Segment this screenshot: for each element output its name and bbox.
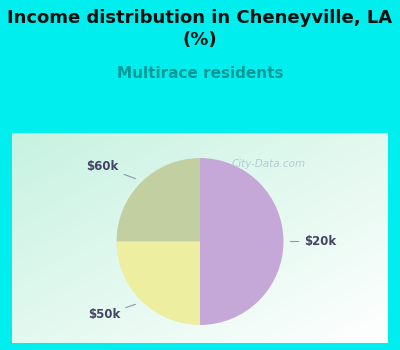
Wedge shape: [116, 241, 200, 325]
Text: $20k: $20k: [290, 235, 336, 248]
Text: Multirace residents: Multirace residents: [117, 66, 283, 82]
Text: $50k: $50k: [88, 304, 135, 321]
Text: $60k: $60k: [86, 160, 136, 178]
Wedge shape: [116, 158, 200, 242]
Text: City-Data.com: City-Data.com: [232, 159, 306, 169]
Wedge shape: [200, 158, 284, 325]
Text: Income distribution in Cheneyville, LA
(%): Income distribution in Cheneyville, LA (…: [8, 9, 392, 49]
